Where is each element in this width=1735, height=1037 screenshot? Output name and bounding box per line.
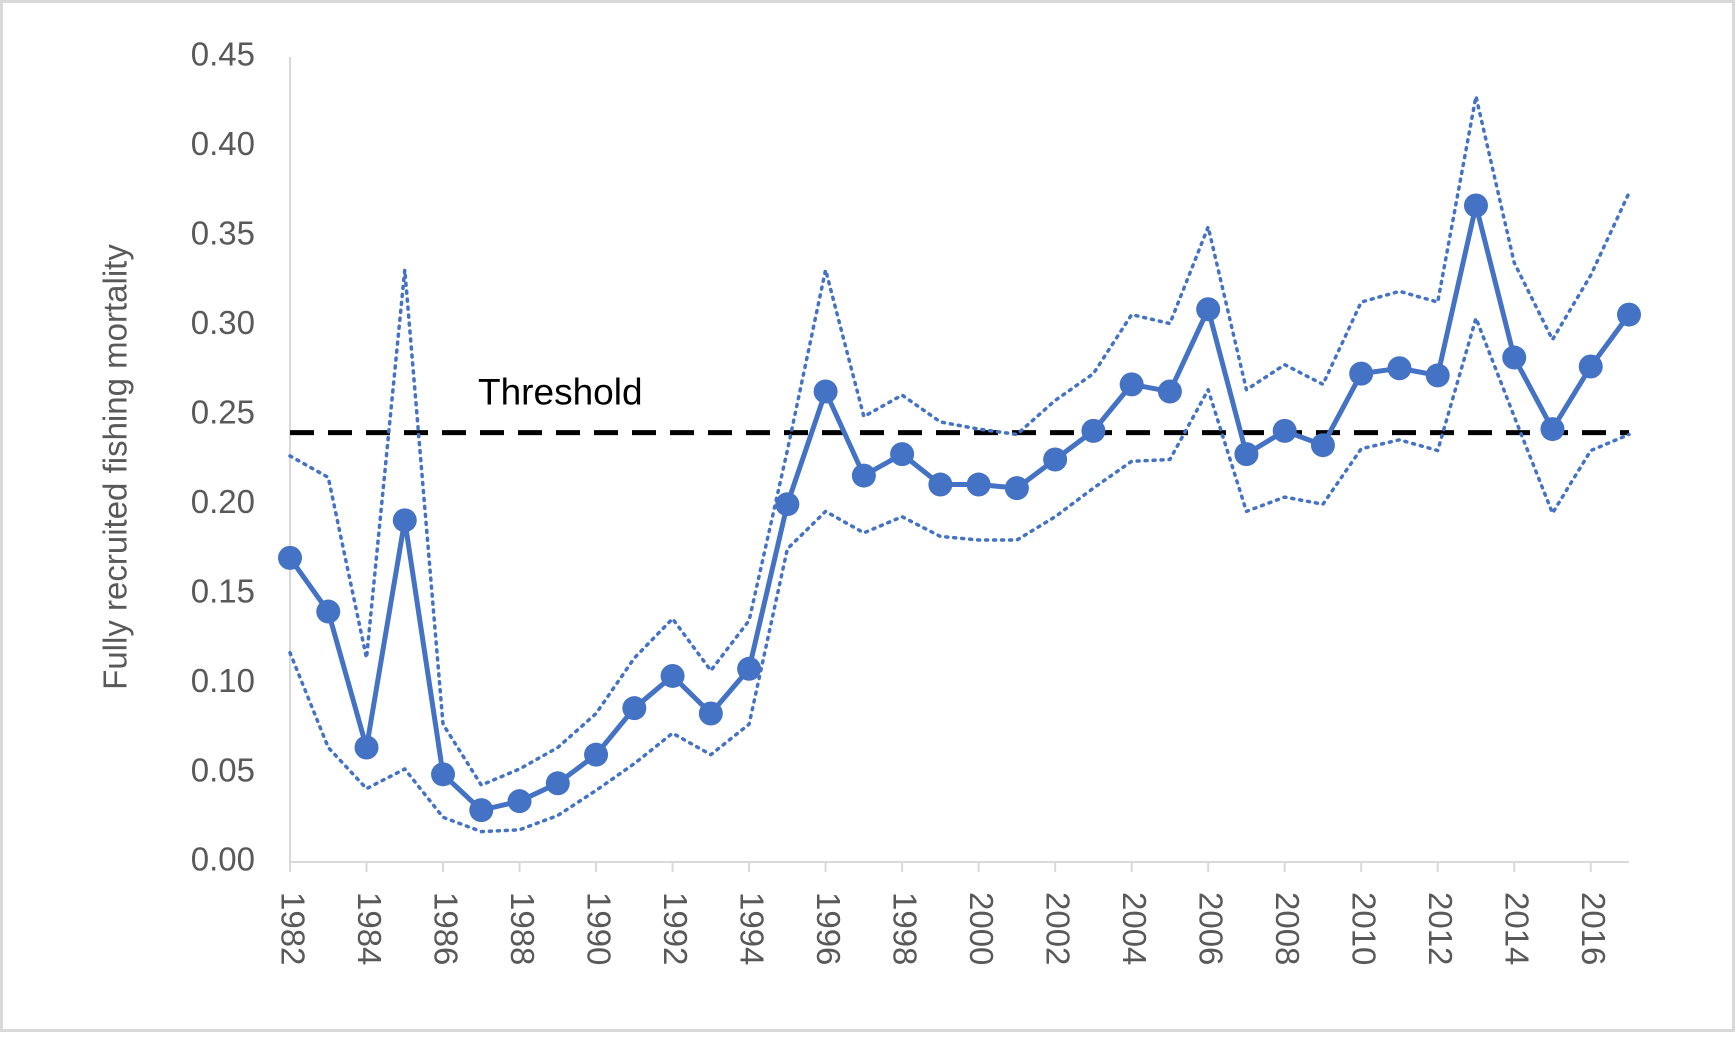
- x-tick-label: 2012: [1422, 892, 1459, 965]
- point: [1540, 417, 1565, 442]
- point: [1119, 372, 1144, 397]
- point: [1617, 302, 1641, 327]
- point: [316, 599, 341, 624]
- x-tick-label: 1986: [427, 892, 464, 965]
- x-tick-label: 2010: [1345, 892, 1382, 965]
- y-tick-label: 0.30: [191, 304, 255, 341]
- y-tick-label: 0.00: [191, 841, 255, 878]
- threshold-label: Threshold: [478, 371, 643, 412]
- point: [737, 656, 762, 681]
- bound-line: [288, 94, 1631, 787]
- point: [431, 762, 456, 787]
- point: [469, 798, 494, 823]
- x-tick-label: 1998: [886, 892, 923, 965]
- point: [890, 442, 915, 467]
- point: [584, 742, 609, 767]
- x-tick-label: 2014: [1499, 892, 1536, 965]
- x-tick-label: 1996: [810, 892, 847, 965]
- x-tick-label: 1994: [733, 892, 770, 965]
- point: [813, 379, 838, 404]
- point: [851, 463, 876, 488]
- point: [1349, 361, 1374, 386]
- point: [1234, 442, 1259, 467]
- y-axis-label: Fully recruited fishing mortality: [97, 244, 134, 690]
- x-tick-label: 2008: [1269, 892, 1306, 965]
- x-tick-label: 1982: [274, 892, 311, 965]
- y-tick-label: 0.15: [191, 572, 255, 609]
- point: [1196, 297, 1221, 322]
- y-tick-label: 0.25: [191, 393, 255, 430]
- point: [507, 789, 532, 814]
- point: [1272, 418, 1297, 443]
- point: [1502, 345, 1527, 370]
- point: [1310, 433, 1335, 458]
- x-tick-label: 2002: [1039, 892, 1076, 965]
- point: [660, 663, 685, 688]
- y-tick-label: 0.10: [191, 662, 255, 699]
- point: [1004, 476, 1029, 501]
- x-tick-label: 1984: [351, 892, 388, 965]
- point: [966, 472, 991, 497]
- y-tick-label: 0.40: [191, 125, 255, 162]
- x-tick-label: 2016: [1575, 892, 1612, 965]
- x-tick-label: 2004: [1116, 892, 1153, 965]
- x-tick-label: 2000: [963, 892, 1000, 965]
- y-tick-label: 0.45: [191, 36, 255, 73]
- point: [1043, 447, 1068, 472]
- point: [1157, 379, 1182, 404]
- y-tick-label: 0.35: [191, 215, 255, 252]
- bound-line: [288, 316, 1631, 834]
- point: [354, 735, 379, 760]
- point: [622, 696, 647, 721]
- point: [928, 472, 953, 497]
- x-tick-label: 1990: [580, 892, 617, 965]
- point: [1463, 193, 1488, 218]
- point: [545, 771, 570, 796]
- x-tick-label: 1988: [504, 892, 541, 965]
- point: [1578, 354, 1603, 379]
- point: [1387, 356, 1412, 381]
- y-tick-label: 0.05: [191, 751, 255, 788]
- point: [392, 508, 417, 533]
- y-tick-label: 0.20: [191, 483, 255, 520]
- point: [1081, 418, 1106, 443]
- point: [698, 701, 723, 726]
- point: [775, 492, 800, 517]
- point: [278, 545, 302, 570]
- x-tick-label: 2006: [1192, 892, 1229, 965]
- point: [1425, 363, 1450, 388]
- x-tick-label: 1992: [657, 892, 694, 965]
